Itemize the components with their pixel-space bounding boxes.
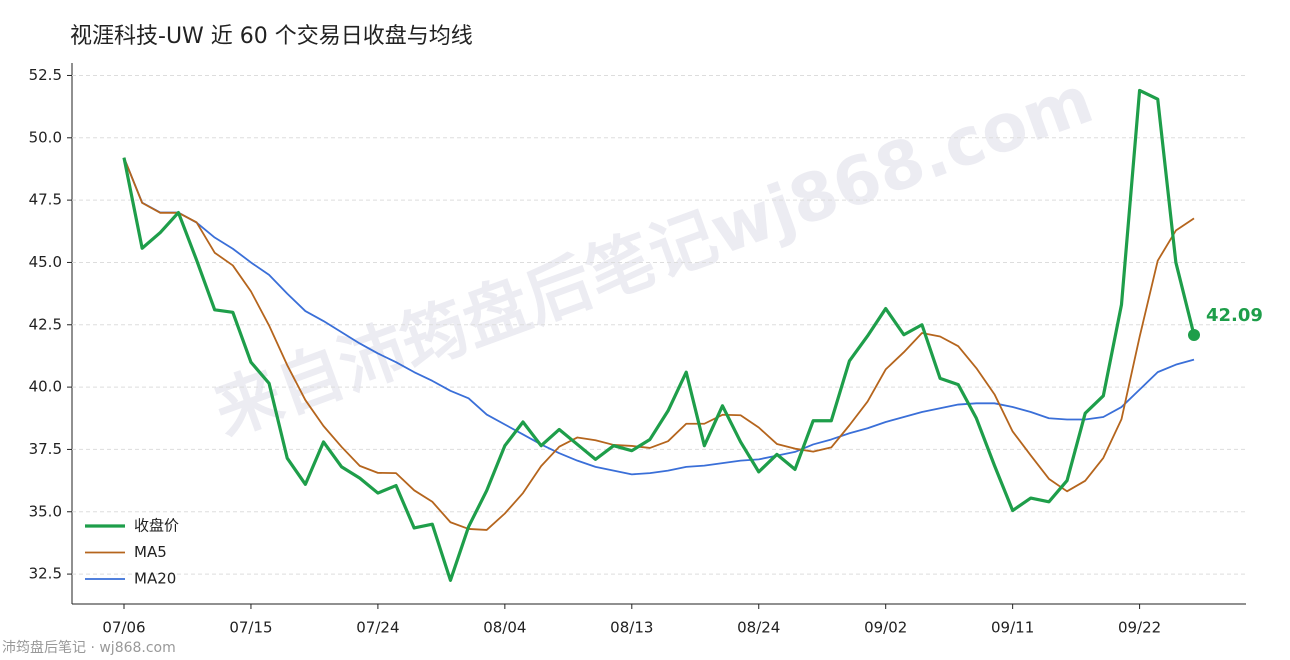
y-tick-label: 32.5 [29,565,62,583]
x-tick-label: 07/15 [229,619,272,637]
y-tick-label: 35.0 [29,502,62,520]
y-tick-label: 37.5 [29,440,62,458]
x-tick-label: 07/24 [356,619,399,637]
x-tick-label: 08/24 [737,619,780,637]
legend-label: 收盘价 [134,517,179,535]
x-tick-label: 08/04 [483,619,526,637]
x-tick-label: 09/02 [864,619,907,637]
series-line [123,157,1195,476]
y-tick-label: 52.5 [29,66,62,84]
y-tick-label: 45.0 [29,253,62,271]
legend-label: MA20 [134,570,176,588]
chart-title: 视涯科技-UW 近 60 个交易日收盘与均线 [70,24,473,49]
series-line [122,88,1196,582]
legend-label: MA5 [134,543,167,561]
y-tick-label: 47.5 [29,191,62,209]
y-tick-label: 50.0 [29,128,62,146]
watermark: 来自沛筠盘后笔记wj868.com [204,61,1102,451]
x-tick-label: 08/13 [610,619,653,637]
x-tick-label: 09/11 [991,619,1034,637]
last-value-label: 42.09 [1206,305,1263,326]
y-tick-label: 42.5 [29,315,62,333]
x-tick-label: 09/22 [1118,619,1161,637]
y-tick-label: 40.0 [29,378,62,396]
last-point [1188,328,1200,341]
series-line [123,157,1195,531]
footer: 沛筠盘后笔记 · wj868.com [2,639,176,656]
x-tick-label: 07/06 [102,619,145,637]
